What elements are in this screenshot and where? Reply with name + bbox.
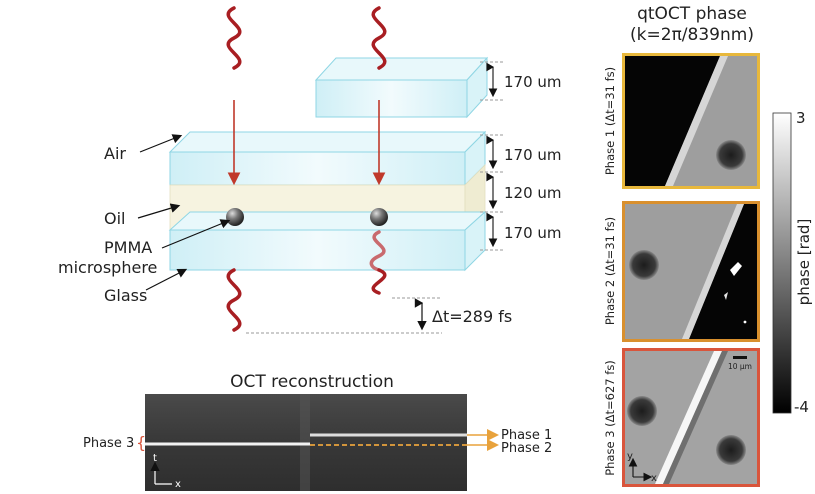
thickness-dimensions xyxy=(480,61,505,251)
phase-panel-1-label: Phase 1 (Δt=31 fs) xyxy=(603,67,617,175)
colorbar-gradient xyxy=(772,112,792,414)
label-oil: Oil xyxy=(104,209,125,228)
oct-phase1-label: Phase 1 xyxy=(501,428,552,443)
scale-bar xyxy=(733,356,747,359)
pointer-glass xyxy=(145,268,188,291)
panel3-axis-y-label: y xyxy=(627,451,633,462)
label-pmma: PMMA xyxy=(104,238,152,257)
oct-phase3-brace: { xyxy=(136,433,146,452)
oct-axis-x-label: x xyxy=(175,479,181,490)
pointer-pmma xyxy=(161,219,231,249)
qtoct-title-line1: qtOCT phase xyxy=(637,4,747,24)
colorbar-min: -4 xyxy=(794,398,809,416)
top-glass-slab xyxy=(314,56,489,119)
colorbar-max: 3 xyxy=(796,109,806,127)
lower-glass-slab xyxy=(168,210,487,272)
phase-panel-3-label: Phase 3 (Δt=627 fs) xyxy=(603,360,617,476)
phase-panel-3: Phase 3 (Δt=627 fs) 10 μm y x xyxy=(603,348,760,487)
pointer-oil xyxy=(137,203,181,219)
upper-glass-slab xyxy=(168,130,487,187)
colorbar-label: phase [rad] xyxy=(795,219,813,306)
phase-panel-2-border xyxy=(622,201,760,342)
phase-panel-3-border xyxy=(622,348,760,487)
panel3-axis-x-label: x xyxy=(651,473,657,484)
thickness-oil: 120 um xyxy=(504,184,562,202)
label-glass: Glass xyxy=(104,286,147,305)
transmitted-wave-inside xyxy=(369,230,386,272)
delay-label: Δt=289 fs xyxy=(432,307,512,326)
incident-wave-right xyxy=(371,6,387,70)
oct-phase3-label: Phase 3 xyxy=(83,436,134,451)
output-wave-right xyxy=(371,268,387,295)
oct-reconstruction: OCT reconstruction t x Phase 3 { Phase 1… xyxy=(83,372,552,491)
oct-axis-t-label: t xyxy=(153,453,157,464)
qtoct-panels: qtOCT phase (k=2π/839nm) Phase 1 (Δt=31 … xyxy=(603,4,760,487)
phase-panel-2: Phase 2 (Δt=31 fs) xyxy=(603,201,760,342)
microsphere-right xyxy=(370,208,388,226)
pointer-air xyxy=(139,134,183,153)
scale-bar-label: 10 μm xyxy=(728,362,752,371)
thickness-air: 170 um xyxy=(504,146,562,164)
phase-panel-2-label: Phase 2 (Δt=31 fs) xyxy=(603,217,617,325)
colorbar: 3 -4 phase [rad] xyxy=(772,109,813,416)
qtoct-title-line2: (k=2π/839nm) xyxy=(630,25,754,45)
phase-panel-1-border xyxy=(622,53,760,189)
oct-phase2-label: Phase 2 xyxy=(501,441,552,456)
thickness-top-glass: 170 um xyxy=(504,73,562,91)
microsphere-left xyxy=(226,208,244,226)
phase-panel-1: Phase 1 (Δt=31 fs) xyxy=(603,53,760,189)
incident-wave-left xyxy=(226,6,242,70)
label-air: Air xyxy=(104,144,126,163)
oct-title: OCT reconstruction xyxy=(230,372,394,392)
thickness-glass: 170 um xyxy=(504,224,562,242)
label-microsphere: microsphere xyxy=(58,258,157,277)
output-wave-left xyxy=(226,268,242,332)
sample-diagram: Δt=289 fs 170 um 170 um 120 um 170 um Ai… xyxy=(58,6,562,334)
